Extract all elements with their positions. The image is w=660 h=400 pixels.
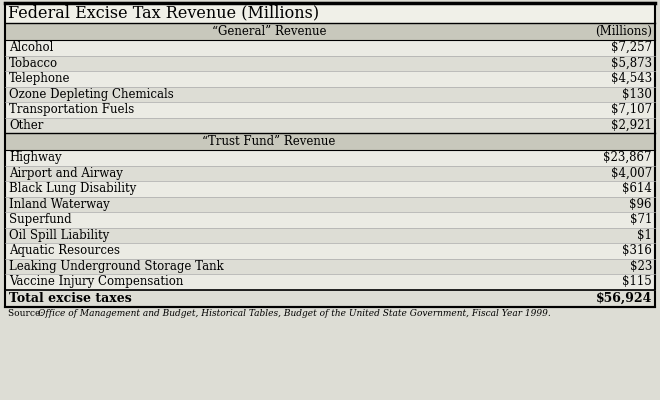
Text: Federal Excise Tax Revenue (Millions): Federal Excise Tax Revenue (Millions) <box>8 4 319 22</box>
Text: Transportation Fuels: Transportation Fuels <box>9 103 134 116</box>
Text: $96: $96 <box>630 198 652 211</box>
Text: Telephone: Telephone <box>9 72 71 85</box>
Bar <box>5 228 655 243</box>
Text: Alcohol: Alcohol <box>9 41 53 54</box>
Bar <box>5 118 655 133</box>
Text: $56,924: $56,924 <box>595 292 652 304</box>
Bar <box>5 290 655 306</box>
Bar <box>5 181 655 196</box>
Bar <box>5 3 655 306</box>
Text: Vaccine Injury Compensation: Vaccine Injury Compensation <box>9 275 183 288</box>
Text: $7,107: $7,107 <box>611 103 652 116</box>
Text: Ozone Depleting Chemicals: Ozone Depleting Chemicals <box>9 88 174 101</box>
Text: Black Lung Disability: Black Lung Disability <box>9 182 136 195</box>
Text: $115: $115 <box>622 275 652 288</box>
Bar <box>5 133 655 150</box>
Bar <box>5 71 655 86</box>
Text: $71: $71 <box>630 213 652 226</box>
Text: Leaking Underground Storage Tank: Leaking Underground Storage Tank <box>9 260 224 273</box>
Text: Source:: Source: <box>8 310 46 318</box>
Bar <box>5 40 655 56</box>
Text: “Trust Fund” Revenue: “Trust Fund” Revenue <box>203 135 336 148</box>
Text: $2,921: $2,921 <box>611 119 652 132</box>
Text: Highway: Highway <box>9 151 61 164</box>
Bar <box>5 274 655 290</box>
Text: Aquatic Resources: Aquatic Resources <box>9 244 120 257</box>
Text: $1: $1 <box>637 229 652 242</box>
Text: Airport and Airway: Airport and Airway <box>9 167 123 180</box>
Bar <box>5 86 655 102</box>
Bar <box>5 196 655 212</box>
Bar <box>5 102 655 118</box>
Text: $614: $614 <box>622 182 652 195</box>
Text: Tobacco: Tobacco <box>9 57 58 70</box>
Text: Inland Waterway: Inland Waterway <box>9 198 110 211</box>
Text: $5,873: $5,873 <box>611 57 652 70</box>
Bar <box>5 258 655 274</box>
Text: “General” Revenue: “General” Revenue <box>212 25 327 38</box>
Bar <box>5 23 655 40</box>
Bar <box>5 243 655 258</box>
Text: $316: $316 <box>622 244 652 257</box>
Text: Office of Management and Budget, Historical Tables, Budget of the United State G: Office of Management and Budget, Histori… <box>38 310 550 318</box>
Text: $23,867: $23,867 <box>603 151 652 164</box>
Text: $23: $23 <box>630 260 652 273</box>
Text: Total excise taxes: Total excise taxes <box>9 292 132 304</box>
Text: $4,007: $4,007 <box>610 167 652 180</box>
Text: Other: Other <box>9 119 44 132</box>
Text: Superfund: Superfund <box>9 213 72 226</box>
Text: $4,543: $4,543 <box>610 72 652 85</box>
Bar <box>5 3 655 23</box>
Bar <box>5 166 655 181</box>
Text: $130: $130 <box>622 88 652 101</box>
Text: $7,257: $7,257 <box>611 41 652 54</box>
Text: Oil Spill Liability: Oil Spill Liability <box>9 229 110 242</box>
Text: (Millions): (Millions) <box>595 25 652 38</box>
Bar <box>5 56 655 71</box>
Bar <box>5 212 655 228</box>
Bar <box>5 150 655 166</box>
